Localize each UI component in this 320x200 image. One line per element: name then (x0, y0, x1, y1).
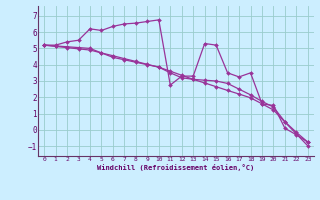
X-axis label: Windchill (Refroidissement éolien,°C): Windchill (Refroidissement éolien,°C) (97, 164, 255, 171)
